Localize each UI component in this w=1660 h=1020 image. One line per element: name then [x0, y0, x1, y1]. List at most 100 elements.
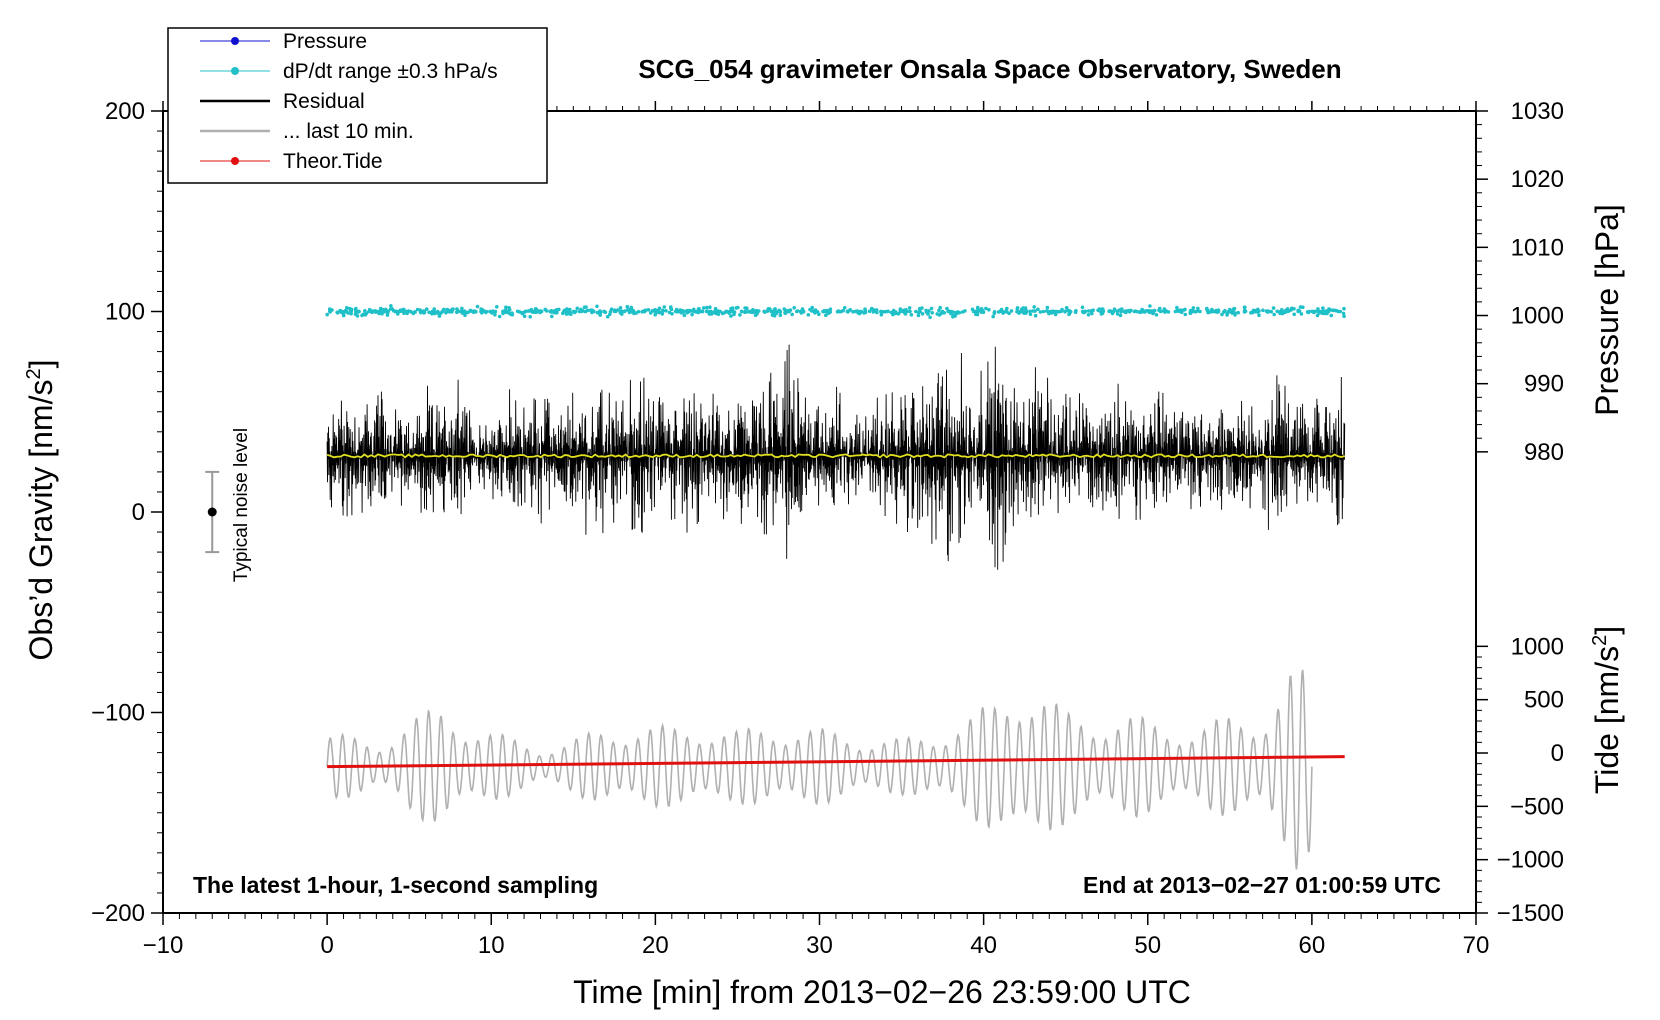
dpdt-point: [517, 310, 522, 314]
dpdt-point: [402, 307, 406, 312]
dpdt-point: [618, 310, 623, 315]
dpdt-point: [377, 309, 382, 314]
dpdt-point: [858, 310, 863, 315]
dpdt-point: [1023, 311, 1028, 316]
legend-label-dpdt: dP/dt range ±0.3 hPa/s: [283, 60, 498, 83]
noise-level-bar: [205, 470, 220, 554]
dpdt-point: [908, 309, 912, 314]
y-label-left-text: Obs’d Gravity [nm/s: [23, 380, 59, 661]
tide-tick-label: 0: [1551, 740, 1564, 767]
dpdt-point: [1067, 311, 1072, 316]
dpdt-point: [495, 305, 499, 309]
dpdt-point: [444, 310, 448, 315]
y-tick-label: 0: [132, 499, 145, 526]
dpdt-point: [984, 306, 988, 311]
dpdt-point: [801, 309, 806, 314]
dpdt-point: [690, 309, 694, 313]
dpdt-point: [745, 306, 749, 311]
y-label-tide-sup: 2: [1589, 635, 1611, 646]
dpdt-point: [879, 309, 883, 314]
dpdt-point: [1236, 310, 1240, 315]
dpdt-point: [886, 309, 890, 314]
dpdt-point: [460, 306, 464, 311]
dpdt-point: [1158, 309, 1163, 314]
dpdt-point: [1086, 313, 1091, 317]
chart-title: SCG_054 gravimeter Onsala Space Observat…: [638, 54, 1341, 84]
dpdt-point: [1272, 312, 1276, 317]
dpdt-point: [949, 311, 953, 316]
legend-label-pressure: Pressure: [283, 30, 367, 53]
dpdt-point: [889, 310, 894, 315]
dpdt-point: [842, 306, 847, 310]
dpdt-series-group: [325, 304, 1346, 320]
dpdt-point: [1001, 311, 1005, 315]
dpdt-point: [1015, 307, 1020, 311]
dpdt-point: [1249, 310, 1253, 315]
dpdt-point: [389, 304, 393, 308]
dpdt-point: [907, 306, 912, 310]
dpdt-point: [505, 309, 509, 314]
dpdt-point: [916, 313, 921, 318]
dpdt-point: [894, 311, 898, 316]
dpdt-point: [522, 314, 527, 319]
dpdt-point: [709, 312, 714, 316]
x-tick-label: 20: [642, 932, 669, 959]
dpdt-point: [1060, 307, 1064, 312]
dpdt-point: [730, 306, 735, 310]
legend-entry-pressure: Pressure: [200, 30, 367, 53]
dpdt-point: [1227, 309, 1231, 314]
dpdt-point: [891, 308, 896, 313]
legend-entry-residual: Residual: [200, 90, 365, 113]
dpdt-point: [1321, 306, 1325, 310]
dpdt-point: [493, 312, 497, 317]
dpdt-point: [1152, 308, 1156, 313]
legend-marker-tide: [231, 157, 239, 165]
dpdt-point: [608, 312, 612, 317]
dpdt-point: [946, 309, 951, 314]
y-tick-label: 100: [105, 299, 145, 326]
x-tick-label: 70: [1463, 932, 1490, 959]
dpdt-point: [409, 309, 413, 314]
dpdt-point: [394, 309, 399, 314]
theor-tide-series-line: [327, 755, 1345, 769]
dpdt-point: [432, 307, 437, 311]
dpdt-point: [1230, 311, 1234, 315]
dpdt-point: [1033, 313, 1038, 318]
dpdt-point: [1045, 305, 1050, 310]
dpdt-point: [883, 309, 887, 314]
dpdt-point: [569, 312, 573, 317]
legend-entry-tide: Theor.Tide: [200, 150, 383, 173]
dpdt-point: [493, 309, 498, 314]
dpdt-point: [339, 309, 344, 314]
pressure-tick-label: 990: [1524, 371, 1564, 398]
dpdt-point: [528, 315, 532, 319]
legend-marker-pressure: [231, 37, 239, 45]
dpdt-point: [667, 310, 672, 315]
dpdt-point: [1342, 314, 1346, 319]
noise-level-label: Typical noise level: [231, 428, 252, 582]
dpdt-point: [1327, 309, 1331, 314]
dpdt-point: [1306, 310, 1311, 315]
legend-marker-dpdt: [231, 67, 239, 75]
dpdt-point: [573, 309, 578, 314]
dpdt-point: [867, 309, 872, 314]
dpdt-point: [713, 306, 718, 311]
dpdt-point: [653, 309, 658, 314]
dpdt-point: [1251, 308, 1256, 313]
dpdt-point: [1064, 306, 1069, 310]
dpdt-point: [437, 314, 442, 318]
dpdt-point: [349, 311, 353, 316]
dpdt-point: [1285, 309, 1290, 314]
dpdt-point: [595, 304, 599, 309]
last-10-min-series-line: [326, 669, 1313, 870]
dpdt-point: [1097, 307, 1102, 312]
dpdt-point: [1214, 309, 1219, 313]
dpdt-point: [405, 309, 410, 314]
dpdt-point: [729, 314, 733, 318]
dpdt-point: [1264, 309, 1269, 313]
dpdt-point: [1151, 311, 1155, 316]
dpdt-point: [1182, 308, 1186, 312]
dpdt-point: [1032, 305, 1036, 309]
dpdt-point: [1127, 310, 1132, 314]
